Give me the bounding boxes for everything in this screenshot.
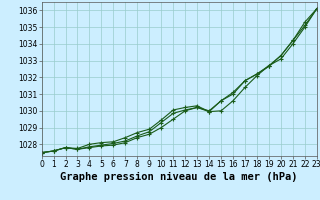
- X-axis label: Graphe pression niveau de la mer (hPa): Graphe pression niveau de la mer (hPa): [60, 172, 298, 182]
